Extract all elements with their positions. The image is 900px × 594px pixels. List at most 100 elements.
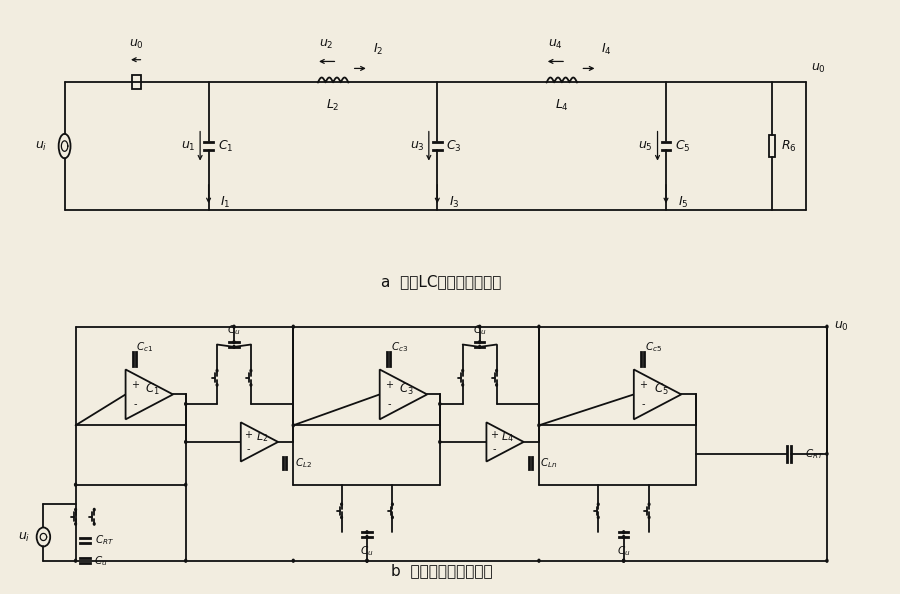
Bar xyxy=(132,75,141,89)
Circle shape xyxy=(75,523,76,525)
Circle shape xyxy=(233,346,235,348)
Text: +: + xyxy=(639,380,647,390)
Circle shape xyxy=(94,523,95,525)
Circle shape xyxy=(184,403,186,405)
Text: $C_{c5}$: $C_{c5}$ xyxy=(644,340,662,354)
Circle shape xyxy=(216,384,218,386)
Circle shape xyxy=(648,516,650,519)
Text: -: - xyxy=(133,399,137,409)
Text: +: + xyxy=(131,380,140,390)
Circle shape xyxy=(462,369,464,372)
Text: $C_3$: $C_3$ xyxy=(446,138,462,154)
Text: $u_0$: $u_0$ xyxy=(811,62,826,75)
Polygon shape xyxy=(126,369,173,419)
Text: $C_5$: $C_5$ xyxy=(653,382,669,397)
Text: $u_0$: $u_0$ xyxy=(834,320,849,333)
Circle shape xyxy=(392,516,393,519)
Text: $I_2$: $I_2$ xyxy=(373,42,383,57)
Text: $u_5$: $u_5$ xyxy=(638,140,653,153)
Text: -: - xyxy=(387,399,391,409)
Text: b  对应开关电容滤波器: b 对应开关电容滤波器 xyxy=(391,563,492,578)
Circle shape xyxy=(392,503,393,505)
Circle shape xyxy=(479,346,481,348)
Circle shape xyxy=(462,384,464,386)
Text: $C_{RT}$: $C_{RT}$ xyxy=(805,447,824,461)
Text: $I_5$: $I_5$ xyxy=(678,195,688,210)
Text: $C_u$: $C_u$ xyxy=(227,323,241,337)
Circle shape xyxy=(366,560,368,562)
Circle shape xyxy=(623,560,625,562)
Circle shape xyxy=(826,453,828,455)
Circle shape xyxy=(538,424,540,426)
Circle shape xyxy=(439,403,441,405)
Circle shape xyxy=(623,560,625,562)
Text: $L_4$: $L_4$ xyxy=(501,430,514,444)
Circle shape xyxy=(538,560,540,562)
Text: $C_1$: $C_1$ xyxy=(145,382,160,397)
Circle shape xyxy=(75,508,76,511)
Circle shape xyxy=(184,484,186,486)
Circle shape xyxy=(233,341,235,343)
Circle shape xyxy=(598,503,599,505)
Circle shape xyxy=(216,369,218,372)
Circle shape xyxy=(341,503,342,505)
Text: $C_{L2}$: $C_{L2}$ xyxy=(295,456,312,470)
Text: $C_3$: $C_3$ xyxy=(400,382,414,397)
Text: +: + xyxy=(385,380,393,390)
Text: $C_{c3}$: $C_{c3}$ xyxy=(391,340,408,354)
Circle shape xyxy=(479,326,481,328)
Text: $L_2$: $L_2$ xyxy=(256,430,268,444)
Text: $u_1$: $u_1$ xyxy=(181,140,195,153)
Text: $C_{Ln}$: $C_{Ln}$ xyxy=(540,456,558,470)
Circle shape xyxy=(366,536,368,538)
Polygon shape xyxy=(380,369,428,419)
Circle shape xyxy=(184,560,186,562)
Text: $C_u$: $C_u$ xyxy=(472,323,486,337)
Circle shape xyxy=(648,503,650,505)
Text: $u_3$: $u_3$ xyxy=(410,140,425,153)
Circle shape xyxy=(538,326,540,328)
Circle shape xyxy=(233,326,235,328)
Circle shape xyxy=(479,341,481,343)
Circle shape xyxy=(826,560,828,562)
Circle shape xyxy=(623,531,625,533)
Circle shape xyxy=(496,384,498,386)
Circle shape xyxy=(94,508,95,511)
Text: $R_6$: $R_6$ xyxy=(781,138,797,154)
Text: -: - xyxy=(642,399,645,409)
Circle shape xyxy=(292,424,294,426)
Circle shape xyxy=(75,484,76,486)
Polygon shape xyxy=(241,422,278,462)
Text: $C_5$: $C_5$ xyxy=(675,138,690,154)
Text: -: - xyxy=(247,444,250,454)
Text: $C_u$: $C_u$ xyxy=(94,554,108,568)
Text: $u_4$: $u_4$ xyxy=(547,37,562,50)
Text: +: + xyxy=(244,429,252,440)
Text: $I_3$: $I_3$ xyxy=(449,195,460,210)
Circle shape xyxy=(250,384,252,386)
Circle shape xyxy=(496,369,498,372)
Circle shape xyxy=(366,560,368,562)
Circle shape xyxy=(341,516,342,519)
Text: a  五阶LC低通滤波器原理: a 五阶LC低通滤波器原理 xyxy=(382,274,501,289)
Circle shape xyxy=(292,326,294,328)
Text: $L_4$: $L_4$ xyxy=(554,97,569,113)
Circle shape xyxy=(250,369,252,372)
Polygon shape xyxy=(634,369,681,419)
Text: $I_4$: $I_4$ xyxy=(601,42,612,57)
Circle shape xyxy=(366,531,368,533)
Text: $C_{c1}$: $C_{c1}$ xyxy=(137,340,154,354)
Circle shape xyxy=(184,441,186,443)
Text: $u_0$: $u_0$ xyxy=(129,37,144,50)
Circle shape xyxy=(292,560,294,562)
Text: $C_{RT}$: $C_{RT}$ xyxy=(94,533,114,548)
Circle shape xyxy=(826,326,828,328)
Text: $u_i$: $u_i$ xyxy=(18,530,30,544)
Text: $I_1$: $I_1$ xyxy=(220,195,230,210)
Circle shape xyxy=(598,516,599,519)
Text: $C_1$: $C_1$ xyxy=(218,138,233,154)
Circle shape xyxy=(623,536,625,538)
Text: $L_2$: $L_2$ xyxy=(327,97,340,113)
Text: $u_i$: $u_i$ xyxy=(35,140,47,153)
Text: +: + xyxy=(490,429,498,440)
